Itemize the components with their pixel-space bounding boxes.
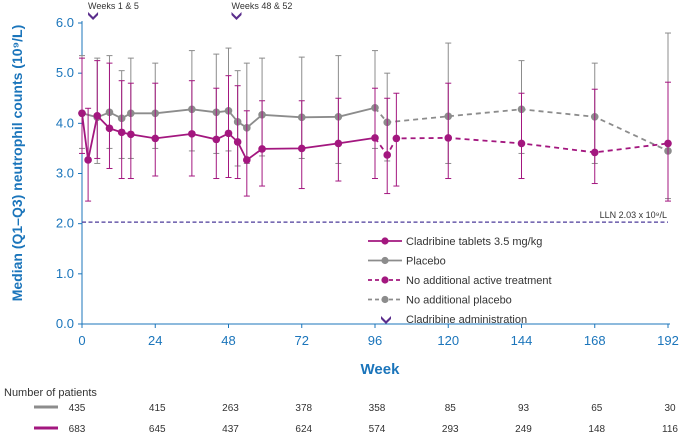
y-tick-label: 2.0 [56,216,74,231]
x-tick-label: 96 [368,333,382,348]
y-tick-label: 4.0 [56,115,74,130]
number-of-patients-title: Number of patients [4,387,97,399]
legend-item: Cladribine tablets 3.5 mg/kg [368,236,542,248]
series-line [374,107,669,152]
data-point [212,135,221,144]
patients-count: 358 [369,403,386,414]
legend-item: No additional placebo [368,295,512,307]
y-tick-label: 1.0 [56,266,74,281]
administration-label: Weeks 48 & 52 [232,1,293,11]
patients-count: 249 [515,424,532,435]
data-point [188,130,196,138]
lln-label: LLN 2.03 x 10⁹/L [600,210,667,220]
y-tick-label: 6.0 [56,15,74,30]
data-point [444,134,453,142]
legend-label: No additional active treatment [406,275,552,287]
number-of-patients-table: 435 415 263 378 358 85 93 65 30 683 645 437 624 574 29… [34,403,678,435]
series-cladribine-tablets-3-5-mg-kg [78,57,379,202]
patients-count: 30 [664,403,676,414]
data-point [243,156,251,164]
x-axis-title: Week [361,361,401,378]
patients-count: 574 [369,424,386,435]
legend-label: Cladribine tablets 3.5 mg/kg [406,236,542,248]
data-point [117,128,126,137]
administration-layer: Weeks 1 & 5 Weeks 48 & 52 [88,1,292,20]
data-point [127,130,135,139]
legend-marker [381,295,389,304]
patients-count: 378 [295,403,312,414]
legend-item: Cladribine administration [381,314,527,326]
administration-label: Weeks 1 & 5 [88,1,139,11]
patients-count: 437 [222,424,239,435]
patients-count: 435 [69,403,86,414]
x-tick-label: 48 [221,333,235,348]
legend-label: Cladribine administration [406,314,527,326]
series-no-additional-active-treatment [374,81,672,202]
data-point [93,112,102,120]
data-point [392,134,401,143]
legend-label: Placebo [406,256,446,268]
data-point [590,148,599,157]
data-point [297,144,306,153]
patients-count: 148 [588,424,605,435]
data-point [105,124,114,133]
legend: Cladribine tablets 3.5 mg/kg Placebo No ad… [368,236,552,326]
data-point [383,151,392,159]
legend-item: No additional active treatment [368,275,552,287]
patients-count: 263 [222,403,239,414]
data-point [78,109,86,118]
patients-count: 645 [149,424,166,435]
x-tick-label: 144 [511,333,533,348]
data-point [664,139,672,148]
data-point [84,156,92,164]
legend-marker [381,256,389,265]
x-tick-label: 24 [148,333,162,348]
patients-count: 85 [445,403,457,414]
x-tick-label: 168 [584,333,606,348]
patients-count: 683 [69,424,86,435]
patients-count: 624 [295,424,312,435]
patients-row: 435 415 263 378 358 85 93 65 30 [34,403,676,414]
data-point [517,139,526,148]
data-point [224,129,233,138]
series-no-additional-placebo [374,32,672,200]
x-tick-label: 72 [295,333,309,348]
data-point [258,145,266,153]
x-tick-label: 0 [78,333,85,348]
legend-item: Placebo [368,256,446,268]
patients-count: 65 [591,403,603,414]
legend-marker [381,276,389,284]
reference-layer: LLN 2.03 x 10⁹/L [82,210,668,223]
legend-label: No additional placebo [406,295,512,307]
series-line [81,113,376,162]
x-tick-label: 120 [437,333,459,348]
y-axis-title: Median (Q1–Q3) neutrophil counts (10⁹/L) [9,25,25,302]
y-tick-label: 0.0 [56,316,74,331]
patients-count: 116 [662,424,678,435]
data-point [233,138,242,146]
x-tick-label: 192 [657,333,679,348]
data-point [334,139,343,148]
y-tick-label: 5.0 [56,65,74,80]
axes-layer: 0.0 1.0 2.0 3.0 4.0 5.0 6.0 0 24 48 72 96 120 144 168 1… [56,15,679,348]
chevron-icon [381,316,391,324]
legend-marker [381,237,389,245]
patients-row: 683 645 437 624 574 293 249 148 116 [34,424,678,435]
chevron-icon [231,12,242,20]
series-layer [78,32,672,202]
data-point [151,134,160,143]
y-tick-label: 3.0 [56,166,74,181]
patients-count: 93 [518,403,530,414]
chevron-icon [88,12,99,20]
patients-count: 415 [149,403,166,414]
patients-count: 293 [442,424,459,435]
